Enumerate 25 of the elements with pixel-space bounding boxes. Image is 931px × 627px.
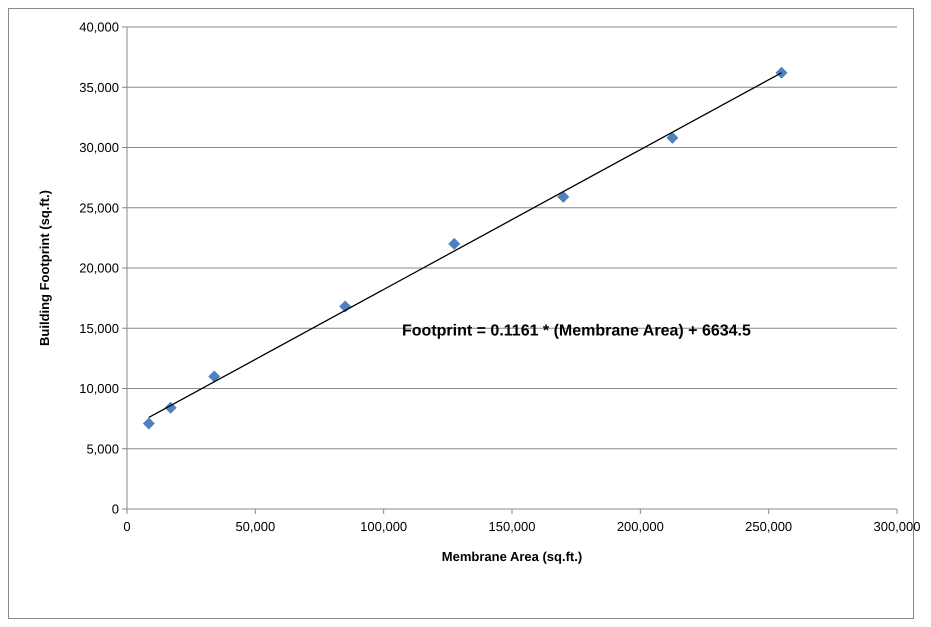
point	[557, 190, 570, 203]
point	[666, 132, 678, 144]
x-tick-label: 250,000	[745, 519, 792, 534]
x-tick-label: 100,000	[360, 519, 408, 534]
x-tick-label: 0	[123, 519, 131, 534]
y-tick-label: 0	[112, 502, 119, 517]
y-tick-label: 30,000	[79, 140, 119, 156]
y-tick-label: 35,000	[79, 80, 119, 95]
x-tick-label: 50,000	[235, 519, 276, 534]
x-tick-label: 200,000	[616, 519, 664, 534]
point	[208, 370, 220, 382]
point	[142, 417, 155, 430]
y-tick-label: 20,000	[79, 260, 119, 276]
y-tick-label: 5,000	[86, 441, 119, 456]
x-tick-label: 150,000	[488, 519, 536, 534]
y-axis-title: Building Footprint (sq.ft.)	[37, 190, 52, 346]
y-tick-label: 15,000	[79, 320, 119, 336]
y-tick-label: 10,000	[79, 381, 119, 396]
annotation: Footprint = 0.1161 * (Membrane Area) + 6634.5	[402, 322, 751, 340]
point	[776, 66, 788, 79]
x-tick-label: 300,000	[874, 519, 920, 534]
point	[448, 238, 460, 250]
y-tick-label: 40,000	[79, 20, 119, 35]
y-tick-label: 25,000	[79, 200, 119, 216]
x-axis-title: Membrane Area (sq.ft.)	[442, 549, 582, 564]
